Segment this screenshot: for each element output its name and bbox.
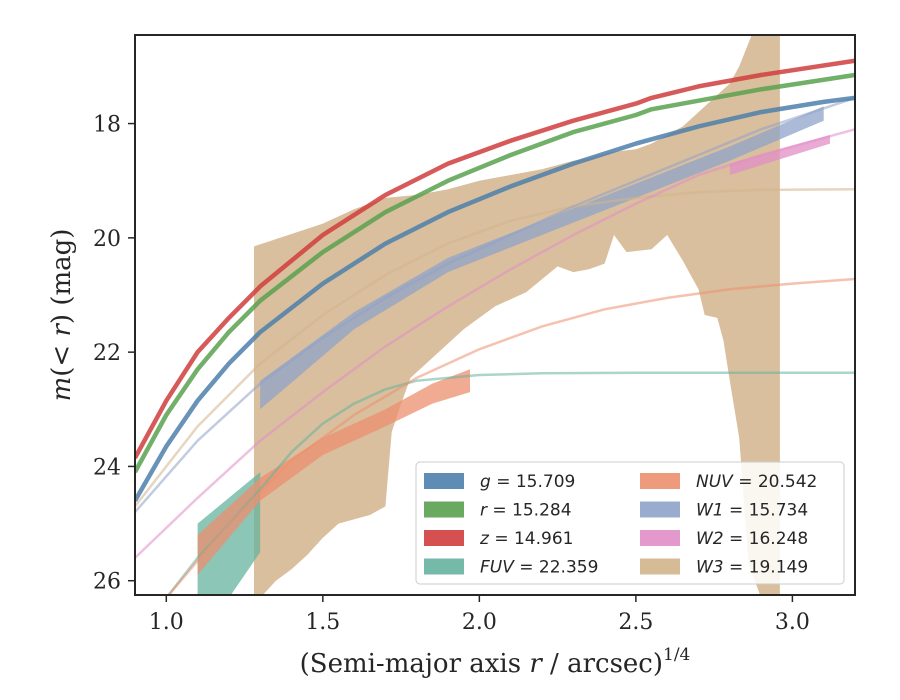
x-axis-title-pre: (Semi-major axis: [300, 649, 530, 679]
line-r: [135, 72, 855, 474]
legend-value-g: = 15.709: [491, 472, 576, 492]
x-tick-label: 3.0: [775, 610, 810, 635]
legend-value-nuv: = 20.542: [733, 472, 818, 492]
y-tick-label: 26: [93, 570, 121, 595]
legend-swatch-g: [424, 473, 464, 489]
legend-value-r: = 15.284: [487, 501, 572, 521]
y-axis-title: m(< r) (mag): [47, 229, 77, 402]
legend-swatch-r: [424, 501, 464, 518]
plot-data-layer: [135, 35, 855, 595]
y-axis-title-lt: <: [47, 337, 77, 367]
legend-entry-w3: W3 = 19.149: [696, 558, 808, 578]
legend-entry-nuv: NUV = 20.542: [696, 472, 817, 492]
legend-swatch-w2: [640, 530, 680, 546]
band-nuv: [197, 369, 470, 575]
y-axis-title-open: (: [47, 367, 77, 377]
y-tick-label: 20: [93, 227, 121, 252]
x-axis-title-var: r: [529, 649, 543, 679]
legend-value-w1: = 15.734: [724, 501, 809, 521]
legend-var-w3: W3: [696, 558, 724, 578]
x-axis-title-post: / arcsec): [542, 649, 663, 679]
legend-box: [415, 461, 845, 585]
legend-entry-g: g = 15.709: [480, 472, 575, 492]
y-axis-title-m: m: [47, 377, 77, 402]
x-tick-label: 1.5: [305, 610, 340, 635]
line-w1: [135, 96, 855, 513]
legend-value-fuv: = 22.359: [514, 558, 599, 578]
legend-swatch-z: [424, 530, 464, 546]
legend-entry-r: r = 15.284: [480, 501, 572, 521]
legend-swatch-w3: [640, 558, 680, 575]
line-w3: [135, 188, 855, 508]
legend-var-w2: W2: [696, 529, 724, 549]
legend-entry-w2: W2 = 16.248: [696, 529, 808, 549]
x-tick-label: 2.5: [618, 610, 653, 635]
x-tick-label: 1.0: [149, 610, 184, 635]
line-w2: [135, 128, 855, 559]
band-w1: [260, 106, 824, 410]
legend-swatch-fuv: [424, 558, 464, 575]
y-axis-title-post: ) (mag): [47, 229, 77, 325]
legend-var-g: g: [480, 472, 491, 492]
line-z: [135, 58, 855, 459]
legend-var-w1: W1: [696, 501, 724, 521]
legend-value-w3: = 19.149: [724, 558, 809, 578]
legend-swatch-w1: [640, 501, 680, 518]
legend-value-w2: = 16.248: [724, 529, 809, 549]
legend-var-nuv: NUV: [696, 472, 734, 492]
x-axis-title: (Semi-major axis r / arcsec)1/4: [300, 645, 691, 679]
legend-entry-fuv: FUV = 22.359: [480, 558, 598, 578]
y-tick-label: 18: [93, 113, 121, 138]
y-tick-label: 24: [93, 455, 121, 480]
legend-var-fuv: FUV: [480, 558, 515, 578]
band-w2: [729, 135, 830, 175]
legend-entry-w1: W1 = 15.734: [696, 501, 808, 521]
legend-var-z: z: [479, 529, 490, 549]
legend-swatch-nuv: [640, 473, 680, 489]
legend-var-r: r: [480, 501, 488, 521]
line-nuv: [167, 277, 855, 595]
line-g: [135, 95, 855, 502]
y-axis-title-var: r: [47, 323, 77, 337]
axis-ticks: 1.0 1.5 2.0 2.5 3.0 18 20 22 24 26: [93, 113, 810, 635]
legend-value-z: = 14.961: [489, 529, 574, 549]
plot-frame: [134, 34, 856, 596]
legend-entry-z: z = 14.961: [479, 529, 573, 549]
x-axis-title-exponent: 1/4: [663, 645, 690, 665]
y-tick-label: 22: [93, 341, 121, 366]
x-tick-label: 2.0: [462, 610, 497, 635]
